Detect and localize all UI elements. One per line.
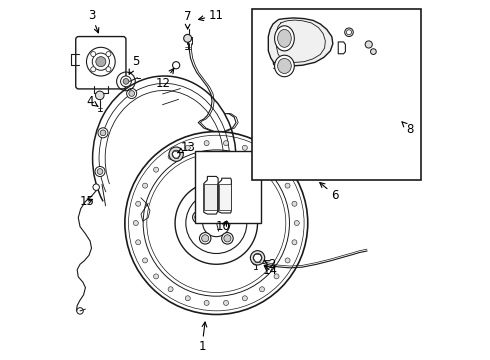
- Circle shape: [100, 130, 106, 136]
- Circle shape: [123, 78, 129, 84]
- Circle shape: [344, 28, 353, 37]
- Bar: [252, 9, 421, 180]
- Circle shape: [260, 154, 265, 159]
- Circle shape: [143, 258, 147, 263]
- Circle shape: [260, 287, 265, 292]
- Circle shape: [370, 49, 376, 54]
- Ellipse shape: [278, 58, 291, 73]
- Text: 14: 14: [263, 264, 278, 277]
- Circle shape: [168, 287, 173, 292]
- Circle shape: [201, 235, 209, 242]
- Circle shape: [91, 67, 96, 72]
- Circle shape: [253, 253, 262, 262]
- Circle shape: [126, 89, 137, 99]
- Text: 1: 1: [198, 322, 207, 353]
- Text: 5: 5: [129, 55, 139, 74]
- Circle shape: [98, 128, 108, 138]
- Circle shape: [292, 240, 297, 245]
- Text: 15: 15: [80, 195, 95, 208]
- Circle shape: [294, 221, 299, 226]
- Circle shape: [95, 166, 105, 176]
- Circle shape: [97, 168, 103, 174]
- Circle shape: [204, 300, 209, 305]
- Circle shape: [153, 167, 159, 172]
- Circle shape: [153, 274, 159, 279]
- Circle shape: [346, 30, 351, 35]
- Circle shape: [221, 233, 233, 244]
- Circle shape: [285, 183, 290, 188]
- Circle shape: [168, 154, 173, 159]
- Circle shape: [285, 258, 290, 263]
- Circle shape: [223, 300, 228, 305]
- Ellipse shape: [278, 30, 291, 47]
- Circle shape: [223, 141, 228, 146]
- Text: 2: 2: [264, 258, 276, 271]
- Ellipse shape: [274, 55, 294, 77]
- Circle shape: [184, 35, 192, 42]
- Circle shape: [204, 141, 209, 146]
- Circle shape: [185, 145, 190, 150]
- Circle shape: [193, 211, 204, 223]
- Text: 6: 6: [320, 183, 339, 202]
- Circle shape: [195, 213, 202, 221]
- Circle shape: [96, 91, 104, 100]
- Circle shape: [133, 221, 138, 226]
- Circle shape: [77, 308, 83, 314]
- Circle shape: [172, 62, 180, 69]
- Text: 9: 9: [272, 51, 286, 72]
- Circle shape: [136, 201, 141, 206]
- Circle shape: [274, 274, 279, 279]
- Circle shape: [93, 184, 99, 190]
- Circle shape: [199, 233, 211, 244]
- Circle shape: [274, 167, 279, 172]
- Circle shape: [169, 147, 183, 161]
- Circle shape: [365, 41, 372, 48]
- Text: 7: 7: [184, 10, 192, 29]
- Text: 4: 4: [86, 95, 98, 108]
- Circle shape: [172, 150, 180, 158]
- Polygon shape: [269, 18, 333, 66]
- Circle shape: [243, 145, 247, 150]
- Circle shape: [252, 258, 259, 265]
- Ellipse shape: [274, 26, 294, 51]
- Polygon shape: [204, 184, 218, 211]
- Text: 10: 10: [216, 220, 231, 233]
- Text: 13: 13: [177, 141, 195, 154]
- Circle shape: [106, 51, 111, 57]
- Circle shape: [121, 76, 131, 87]
- Circle shape: [213, 201, 220, 208]
- Circle shape: [185, 296, 190, 301]
- Circle shape: [129, 91, 135, 96]
- Circle shape: [143, 183, 147, 188]
- Circle shape: [203, 210, 230, 237]
- Circle shape: [243, 296, 247, 301]
- Polygon shape: [219, 184, 231, 211]
- Circle shape: [96, 57, 106, 67]
- Text: 11: 11: [198, 9, 224, 22]
- Bar: [195, 151, 261, 223]
- Circle shape: [136, 240, 141, 245]
- Circle shape: [211, 198, 222, 210]
- Circle shape: [224, 235, 231, 242]
- Circle shape: [91, 51, 96, 57]
- Text: 3: 3: [88, 9, 99, 33]
- Circle shape: [228, 211, 240, 223]
- Circle shape: [250, 251, 265, 265]
- Circle shape: [92, 53, 109, 70]
- Text: 12: 12: [156, 68, 174, 90]
- Circle shape: [292, 201, 297, 206]
- Circle shape: [231, 213, 238, 221]
- Text: 8: 8: [402, 122, 414, 136]
- Circle shape: [106, 67, 111, 72]
